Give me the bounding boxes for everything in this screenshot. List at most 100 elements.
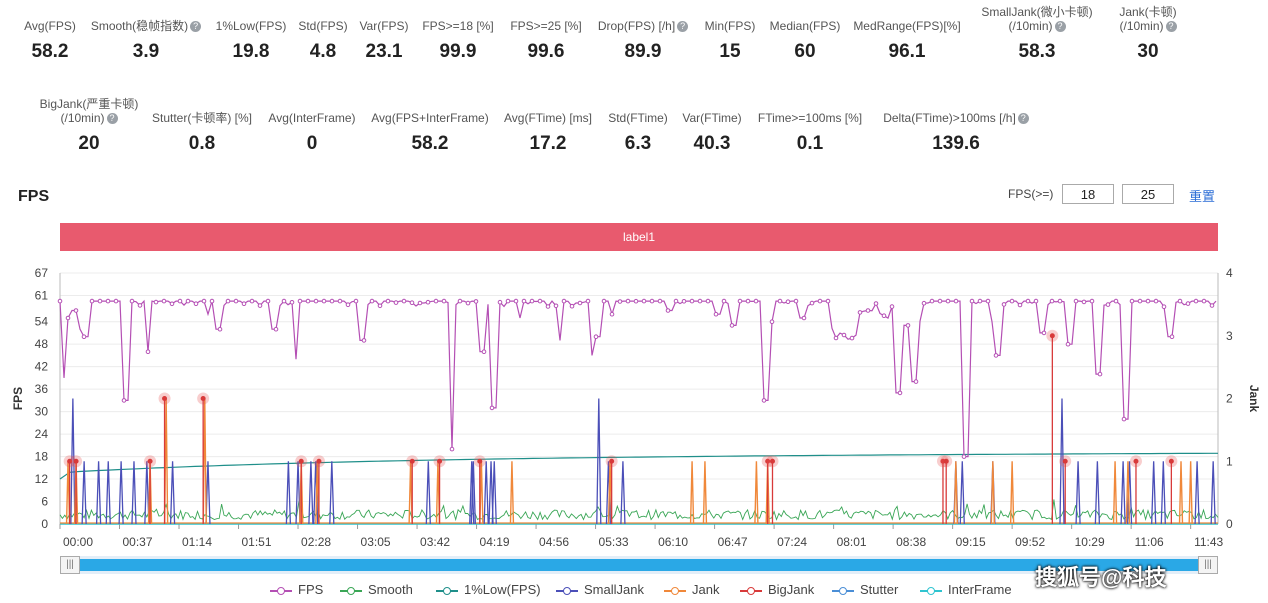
fps-point bbox=[1057, 298, 1063, 304]
legend-item-fps[interactable]: FPS bbox=[270, 582, 323, 597]
fps-point bbox=[681, 299, 687, 304]
legend-item-interframe[interactable]: InterFrame bbox=[920, 582, 1012, 597]
smalljank-spike bbox=[1151, 461, 1157, 525]
fps-point bbox=[337, 298, 343, 304]
fps-point bbox=[593, 334, 599, 339]
stat-label-text: 1%Low(FPS) bbox=[215, 19, 287, 33]
fps-point bbox=[993, 353, 999, 358]
threshold-input-1[interactable] bbox=[1062, 184, 1114, 204]
legend-label: 1%Low(FPS) bbox=[464, 582, 541, 597]
fps-point bbox=[265, 298, 271, 304]
legend-item-1-low-fps-[interactable]: 1%Low(FPS) bbox=[436, 582, 541, 597]
fps-point bbox=[305, 298, 311, 304]
help-icon[interactable]: ? bbox=[106, 113, 118, 125]
smalljank-spike bbox=[959, 461, 965, 525]
row2-stat-1: Stutter(卡顿率) [%] 0.8 bbox=[127, 111, 277, 155]
stat-label: FTime>=100ms [%] bbox=[735, 111, 885, 125]
stat-label: Stutter(卡顿率) [%] bbox=[127, 111, 277, 125]
row1-stat-6: FPS>=25 [%] 99.6 bbox=[471, 19, 621, 63]
row1-stat-3: Std(FPS) 4.8 bbox=[248, 19, 398, 63]
smalljank-spike bbox=[1210, 461, 1216, 525]
help-icon[interactable]: ? bbox=[1165, 21, 1177, 33]
fps-point bbox=[785, 299, 791, 305]
fps-point bbox=[113, 298, 119, 304]
stat-label-text: FTime>=100ms [%] bbox=[757, 111, 863, 125]
stat-label-text: Std(FTime) bbox=[608, 111, 668, 125]
row2-stat-6: Var(FTime) 40.3 bbox=[637, 111, 787, 155]
help-icon[interactable]: ? bbox=[677, 21, 689, 33]
fps-point bbox=[145, 349, 151, 354]
fps-point bbox=[1025, 298, 1031, 304]
stat-label: BigJank(严重卡顿) (/10min)? bbox=[14, 97, 164, 125]
fps-point bbox=[241, 301, 247, 307]
x-tick-label: 10:29 bbox=[1075, 535, 1105, 549]
fps-point bbox=[873, 301, 879, 306]
y-left-tick-label: 18 bbox=[35, 450, 49, 464]
fps-point bbox=[961, 454, 967, 459]
stat-value: 23.1 bbox=[365, 41, 403, 62]
legend-item-smooth[interactable]: Smooth bbox=[340, 582, 413, 597]
stat-value: 96.1 bbox=[888, 41, 926, 62]
legend-item-stutter[interactable]: Stutter bbox=[832, 582, 898, 597]
x-tick-label: 09:52 bbox=[1015, 535, 1045, 549]
fps-point bbox=[897, 390, 903, 396]
row1-stat-10: MedRange(FPS)[%] 96.1 bbox=[832, 19, 982, 63]
legend-symbol bbox=[340, 586, 362, 596]
y-left-tick-label: 12 bbox=[35, 472, 49, 486]
slider-right-handle[interactable]: ||| bbox=[1198, 556, 1218, 574]
legend-item-bigjank[interactable]: BigJank bbox=[740, 582, 814, 597]
fps-point bbox=[209, 298, 215, 304]
legend-item-smalljank[interactable]: SmallJank bbox=[556, 582, 644, 597]
x-tick-label: 02:28 bbox=[301, 535, 331, 549]
smalljank-spike bbox=[105, 461, 111, 525]
help-icon[interactable]: ? bbox=[1017, 113, 1029, 125]
legend-symbol bbox=[920, 586, 942, 596]
fps-point bbox=[89, 298, 95, 304]
smalljank-spike bbox=[596, 398, 602, 525]
stat-label: Avg(FTime) [ms] bbox=[473, 111, 623, 125]
fps-point bbox=[1137, 298, 1143, 304]
threshold-input-2[interactable] bbox=[1122, 184, 1174, 204]
fps-point bbox=[73, 308, 79, 313]
slider-left-handle[interactable]: ||| bbox=[60, 556, 80, 574]
stat-label: MedRange(FPS)[%] bbox=[832, 19, 982, 33]
legend-label: Smooth bbox=[368, 582, 413, 597]
fps-point bbox=[1209, 303, 1215, 308]
label-bar[interactable]: label1 bbox=[60, 223, 1218, 251]
fps-point bbox=[513, 298, 519, 304]
stat-label-text: Var(FPS) bbox=[359, 19, 409, 33]
stat-value: 30 bbox=[1137, 41, 1159, 62]
x-tick-label: 04:19 bbox=[480, 535, 510, 549]
stat-label: Drop(FPS) [/h]? bbox=[568, 19, 718, 33]
x-tick-label: 05:33 bbox=[599, 535, 629, 549]
legend-dot bbox=[671, 586, 679, 595]
reset-button[interactable]: 重置 bbox=[1189, 189, 1216, 204]
fps-point bbox=[377, 303, 383, 309]
time-range-slider[interactable]: ||| ||| bbox=[60, 556, 1218, 574]
legend-symbol bbox=[832, 586, 854, 596]
help-icon[interactable]: ? bbox=[190, 21, 202, 33]
fps-point bbox=[881, 313, 887, 319]
stat-label-text: Stutter(卡顿率) [%] bbox=[151, 111, 252, 125]
help-icon[interactable]: ? bbox=[1054, 21, 1066, 33]
legend-item-jank[interactable]: Jank bbox=[664, 582, 719, 597]
stat-label: Delta(FTime)>100ms [/h]? bbox=[881, 111, 1031, 125]
fps-point bbox=[537, 298, 543, 304]
row1-stat-4: Var(FPS) 23.1 bbox=[309, 19, 459, 63]
stat-label-text: Avg(InterFrame) bbox=[268, 111, 356, 125]
stat-label-text: Median(FPS) bbox=[769, 19, 841, 33]
stat-label-text: Avg(FPS+InterFrame) bbox=[371, 111, 489, 125]
fps-point bbox=[121, 398, 127, 403]
y-left-tick-label: 48 bbox=[35, 337, 49, 351]
fps-point bbox=[1129, 298, 1135, 304]
smalljank-spike bbox=[313, 461, 319, 525]
y-left-tick-label: 0 bbox=[41, 517, 48, 531]
smalljank-spike bbox=[1120, 461, 1126, 525]
fps-point bbox=[1033, 298, 1039, 304]
fps-point bbox=[201, 298, 207, 304]
slider-fill[interactable] bbox=[70, 559, 1208, 571]
y-right-tick-label: 3 bbox=[1226, 329, 1233, 343]
stat-value: 4.8 bbox=[309, 41, 337, 62]
smalljank-spike bbox=[491, 461, 497, 525]
